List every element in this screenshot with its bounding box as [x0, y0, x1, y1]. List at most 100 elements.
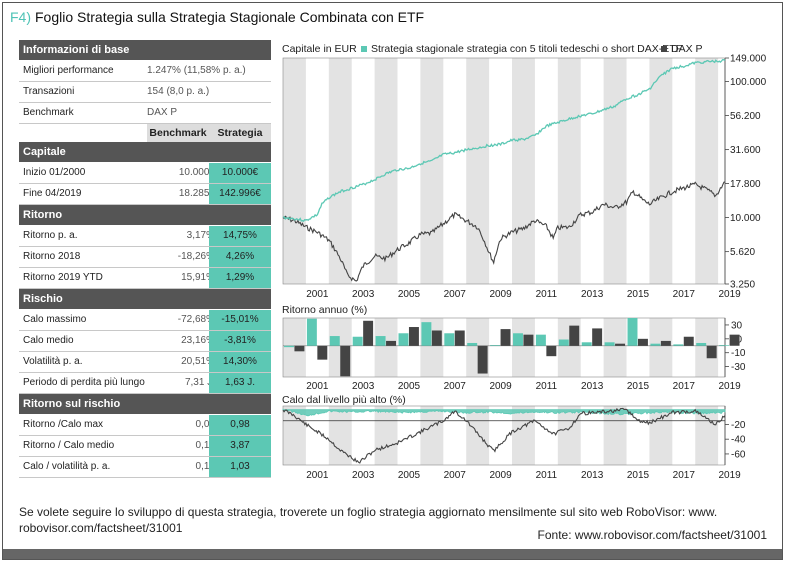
bar-benchmark — [317, 345, 328, 360]
x-tick-label: 2003 — [352, 470, 375, 481]
bar-benchmark — [523, 334, 534, 346]
bar-benchmark — [477, 345, 488, 374]
x-tick-label: 2001 — [306, 470, 329, 481]
bar-benchmark — [340, 345, 351, 377]
year-band — [466, 406, 490, 465]
section-header-info: Informazioni di base — [19, 40, 271, 60]
bar-strategy — [444, 333, 455, 346]
strategy-value: 1,03 — [209, 457, 271, 477]
x-tick-label: 2011 — [536, 289, 558, 300]
row-label: Volatilità p. a. — [23, 356, 83, 367]
bar-benchmark — [637, 338, 648, 346]
year-band — [649, 318, 673, 377]
bar-strategy — [696, 342, 707, 346]
source-text: Fonte: www.robovisor.com/factsheet/31001 — [537, 528, 767, 542]
table-row: Ritorno / Calo medio 0,14 3,87 — [19, 436, 271, 457]
y-tick-label: -30 — [731, 362, 746, 373]
series-line-strategy — [282, 58, 726, 223]
year-band — [420, 406, 444, 465]
x-tick-label: 2007 — [444, 289, 467, 300]
row-label: Fine 04/2019 — [23, 188, 82, 199]
figure-title-text: Foglio Strategia sulla Strategia Stagion… — [35, 9, 425, 25]
bar-benchmark — [569, 325, 580, 346]
bar-strategy — [719, 345, 730, 346]
legend-label-strategy: Strategia stagionale strategia con 5 tit… — [371, 43, 682, 55]
benchmark-value: -18,26% — [177, 251, 215, 262]
y-tick-label: 5.620 — [730, 247, 755, 258]
strategy-value: 1,63 J. — [209, 373, 271, 393]
year-band — [374, 318, 398, 377]
bar-benchmark — [660, 340, 671, 346]
row-value: DAX P — [147, 107, 178, 118]
column-headers: Benchmark Strategia — [19, 124, 271, 142]
bottom-bar — [3, 549, 782, 559]
column-header-strategy: Strategia — [209, 124, 271, 142]
x-tick-label: 2015 — [627, 289, 650, 300]
benchmark-value: 3,17% — [186, 230, 215, 241]
benchmark-value: -72,68% — [177, 314, 215, 325]
bar-strategy — [604, 342, 615, 346]
y-tick-label: 31.600 — [730, 145, 761, 156]
table-row: Fine 04/2019 18.285€ 142.996€ — [19, 184, 271, 205]
bar-benchmark — [500, 329, 511, 346]
row-label: Periodo di perdita più lungo — [23, 377, 145, 388]
bar-strategy — [535, 334, 546, 346]
bar-strategy — [352, 336, 363, 346]
year-band — [695, 406, 719, 465]
table-row: Periodo di perdita più lungo 7,31 J. 1,63 … — [19, 373, 271, 394]
strategy-value: 14,30% — [209, 352, 271, 372]
x-tick-label: 2015 — [627, 470, 650, 481]
strategy-value: -15,01% — [209, 310, 271, 330]
bar-strategy — [421, 322, 432, 346]
bar-benchmark — [408, 327, 419, 346]
bar-strategy — [329, 336, 340, 346]
legend-swatch-benchmark — [661, 46, 667, 52]
drawdown-chart-title: Calo dal livello più alto (%) — [282, 394, 406, 406]
benchmark-value: 20,51% — [181, 356, 215, 367]
x-tick-label: 2005 — [398, 289, 421, 300]
x-tick-label: 2019 — [718, 470, 741, 481]
x-tick-label: 2005 — [398, 381, 421, 392]
row-label: Ritorno 2019 YTD — [23, 272, 103, 283]
bar-benchmark — [363, 320, 374, 346]
y-tick-label: 56.200 — [730, 111, 761, 122]
year-band — [466, 58, 490, 284]
x-tick-label: 2003 — [352, 381, 375, 392]
bar-strategy — [490, 345, 501, 346]
x-tick-label: 2019 — [718, 381, 741, 392]
bar-strategy — [558, 339, 569, 346]
legend-swatch-strategy — [361, 46, 367, 52]
x-tick-label: 2009 — [489, 470, 512, 481]
bar-strategy — [284, 345, 294, 348]
x-tick-label: 2003 — [352, 289, 375, 300]
x-tick-label: 2013 — [581, 381, 604, 392]
x-tick-label: 2011 — [536, 470, 558, 481]
section-header: Ritorno sul rischio — [19, 394, 271, 414]
table-row: Inizio 01/2000 10.000€ 10.000€ — [19, 163, 271, 184]
year-band — [695, 58, 719, 284]
table-row: Calo medio 23,16% -3,81% — [19, 331, 271, 352]
x-tick-label: 2001 — [306, 289, 329, 300]
year-band — [512, 406, 535, 465]
row-label: Calo massimo — [23, 314, 87, 325]
section-header: Ritorno — [19, 205, 271, 225]
bar-benchmark — [294, 345, 305, 352]
bar-strategy — [306, 318, 317, 346]
bar-benchmark — [706, 345, 717, 359]
year-band — [283, 58, 306, 284]
y-tick-label: 30 — [731, 320, 743, 331]
info-row: Migliori performance 1.247% (11,58% p. a.… — [19, 61, 271, 82]
footer-text: Se volete seguire lo sviluppo di questa … — [19, 505, 718, 535]
year-band — [603, 58, 627, 284]
info-row: Benchmark DAX P — [19, 103, 271, 124]
year-band — [283, 406, 306, 465]
bar-strategy — [375, 336, 386, 346]
table-row: Volatilità p. a. 20,51% 14,30% — [19, 352, 271, 373]
column-header-benchmark: Benchmark — [147, 124, 209, 142]
strategy-value: 3,87 — [209, 436, 271, 456]
benchmark-value: 23,16% — [181, 335, 215, 346]
bar-benchmark — [683, 336, 694, 346]
table-row: Ritorno /Calo max 0,04 0,98 — [19, 415, 271, 436]
benchmark-value: 10.000€ — [178, 167, 215, 178]
